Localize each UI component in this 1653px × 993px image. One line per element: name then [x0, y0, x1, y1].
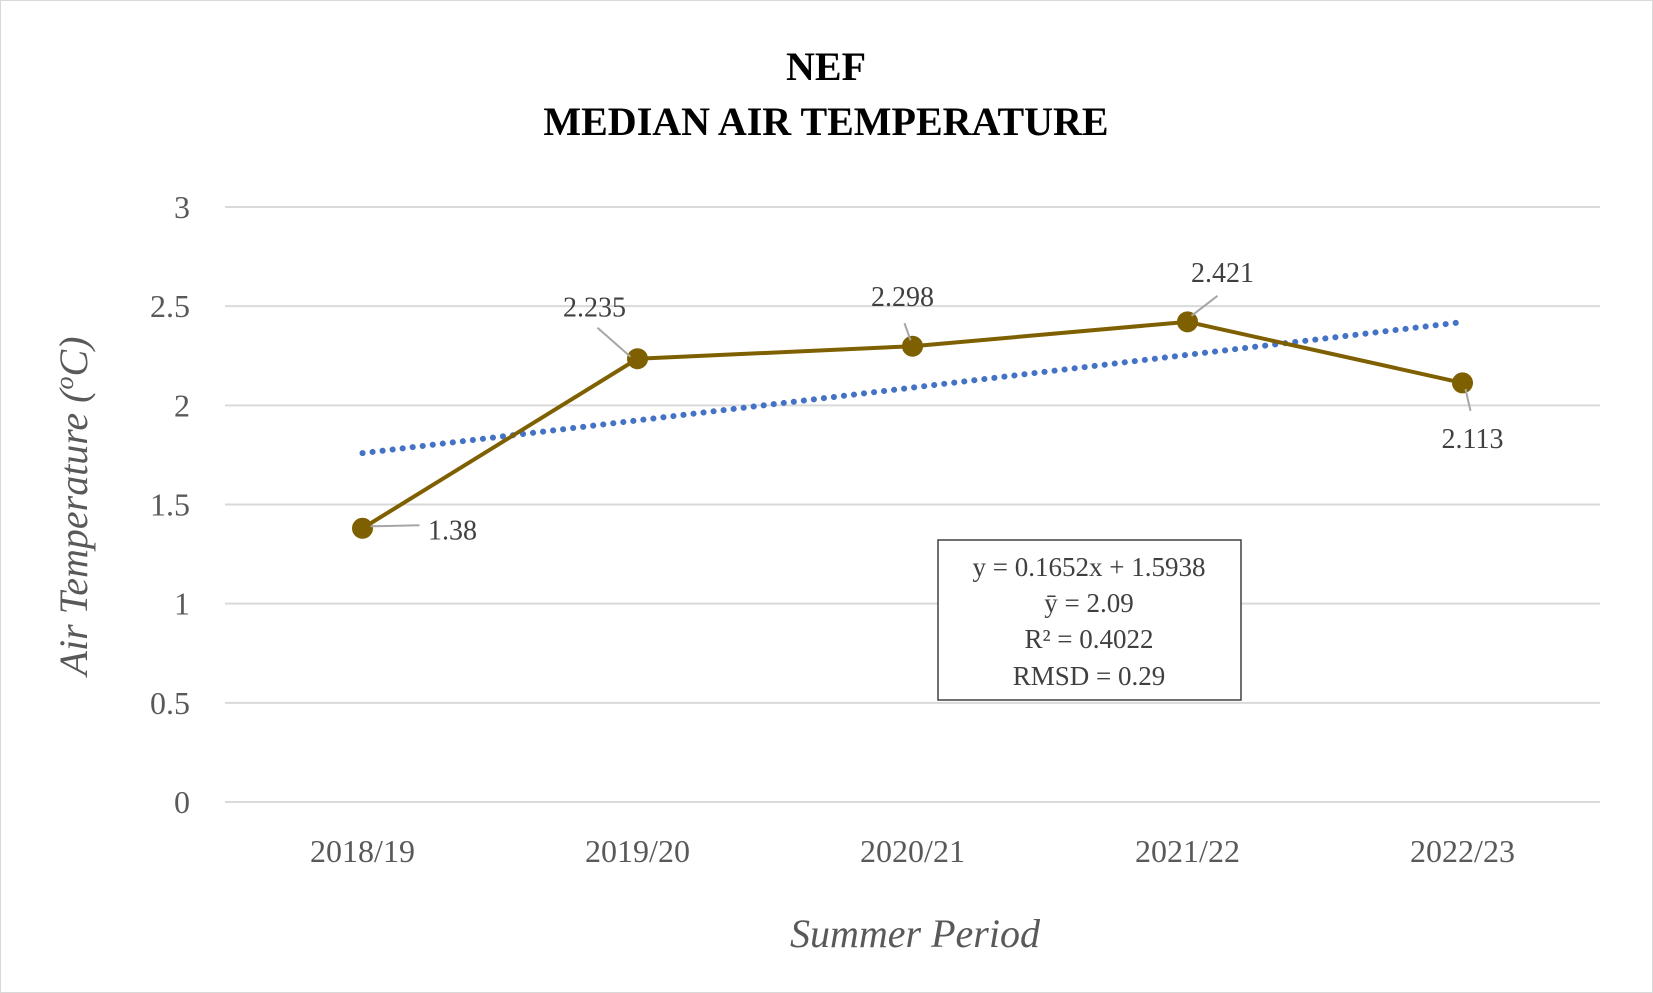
data-point: [352, 517, 373, 539]
stats-rmsd: RMSD = 0.29: [1013, 661, 1166, 691]
stats-box: y = 0.1652x + 1.5938 ȳ = 2.09 R² = 0.402…: [937, 539, 1242, 701]
data-label: 2.113: [1442, 424, 1504, 455]
data-label: 2.235: [563, 293, 626, 324]
data-label: 1.38: [428, 515, 477, 546]
trendline-layer: [359, 319, 1466, 457]
y-axis-label: Air Temperature (oC): [50, 337, 96, 679]
y-tick-label: 0.5: [150, 685, 190, 721]
stats-mean: ȳ = 2.09: [1044, 588, 1133, 618]
y-tick-label: 0: [174, 784, 190, 820]
y-tick-label: 3: [174, 189, 190, 225]
stats-box-border: [937, 539, 1242, 701]
stats-equation: y = 0.1652x + 1.5938: [973, 552, 1206, 582]
y-tick-label: 1: [174, 586, 190, 622]
x-tick-label: 2021/22: [1135, 833, 1240, 869]
x-axis-label: Summer Period: [790, 911, 1041, 956]
data-point: [627, 348, 648, 370]
data-label: 2.298: [871, 282, 934, 313]
series-layer: [352, 311, 1473, 539]
data-point: [1452, 372, 1473, 394]
x-tick-label: 2022/23: [1410, 833, 1515, 869]
data-point: [1177, 311, 1198, 333]
data-point: [902, 335, 923, 357]
y-tick-label: 1.5: [150, 487, 190, 523]
trendline: [359, 319, 1466, 457]
x-tick-label: 2019/20: [585, 833, 690, 869]
x-tick-label: 2018/19: [310, 833, 415, 869]
data-label-leader: [903, 322, 912, 341]
data-label-leader: [370, 524, 420, 528]
data-label-leader: [1464, 388, 1472, 412]
gridlines: [225, 206, 1600, 803]
data-labels: 1.38 2.235 2.298 2.421 2.113: [370, 258, 1504, 546]
y-tick-label: 2: [174, 387, 190, 423]
data-label-leader: [596, 326, 632, 358]
chart-title-line-2: MEDIAN AIR TEMPERATURE: [543, 99, 1108, 144]
x-tick-label: 2020/21: [860, 833, 965, 869]
y-axis-ticks: 0 0.5 1 1.5 2 2.5 3: [150, 189, 190, 820]
stats-r-squared: R² = 0.4022: [1024, 624, 1153, 654]
data-label-leader: [1190, 295, 1219, 317]
data-label: 2.421: [1191, 258, 1254, 289]
y-tick-label: 2.5: [150, 288, 190, 324]
chart-title-line-1: NEF: [786, 44, 866, 89]
x-axis-ticks: 2018/19 2019/20 2020/21 2021/22 2022/23: [310, 833, 1515, 869]
